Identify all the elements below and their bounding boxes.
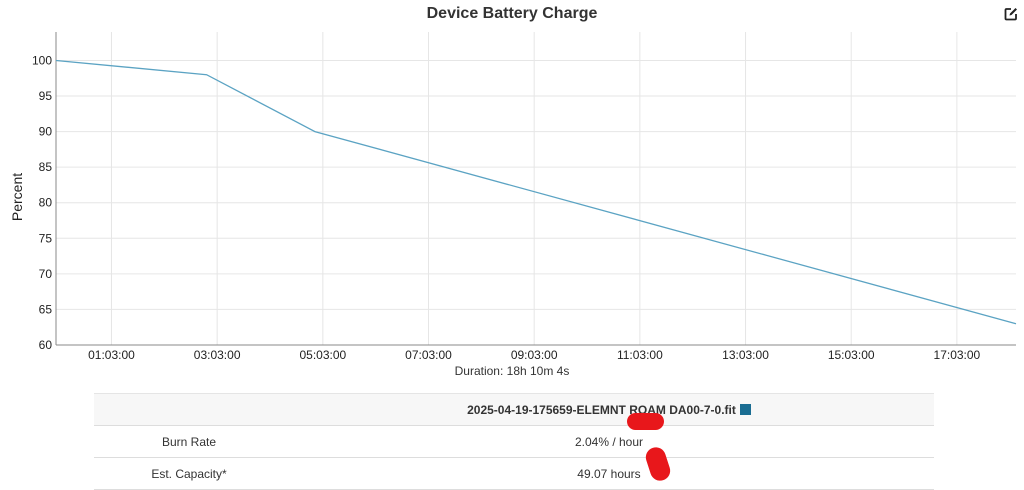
x-tick-label: 15:03:00 <box>828 348 875 362</box>
x-tick-label: 01:03:00 <box>88 348 135 362</box>
summary-table: 2025-04-19-175659-ELEMNT ROAM DA00-7-0.f… <box>94 393 934 490</box>
burn-rate-label: Burn Rate <box>94 425 284 458</box>
x-tick-label: 13:03:00 <box>722 348 769 362</box>
y-axis-ticks: 60 65 70 75 80 85 90 95 100 <box>32 53 52 352</box>
summary-row-capacity: Est. Capacity* 49.07 hours <box>94 457 934 490</box>
y-tick-label: 85 <box>39 160 53 174</box>
x-tick-label: 11:03:00 <box>617 348 663 362</box>
burn-rate-value: 2.04% / hour <box>284 425 934 458</box>
y-axis-title: Percent <box>9 173 25 221</box>
x-tick-label: 05:03:00 <box>299 348 346 362</box>
battery-series-line <box>55 59 1017 325</box>
capacity-value: 49.07 hours <box>284 457 934 490</box>
y-tick-label: 70 <box>39 267 53 281</box>
redaction-mark-1 <box>627 413 664 430</box>
y-tick-label: 65 <box>39 302 53 316</box>
series-color-swatch <box>739 403 751 415</box>
duration-label: Duration: 18h 10m 4s <box>455 364 570 378</box>
x-tick-label: 07:03:00 <box>405 348 452 362</box>
summary-header-empty <box>94 393 284 426</box>
y-tick-label: 100 <box>32 53 52 67</box>
y-tick-label: 95 <box>39 89 53 103</box>
y-tick-label: 80 <box>39 196 53 210</box>
chart-series <box>55 59 1017 325</box>
x-tick-label: 03:03:00 <box>194 348 241 362</box>
x-axis-ticks: 01:03:00 03:03:00 05:03:00 07:03:00 09:03:00… <box>88 348 980 362</box>
edit-icon[interactable] <box>1004 7 1018 21</box>
x-tick-label: 09:03:00 <box>511 348 558 362</box>
y-tick-label: 90 <box>39 125 53 139</box>
summary-row-burn-rate: Burn Rate 2.04% / hour <box>94 425 934 458</box>
y-tick-label: 60 <box>39 338 53 352</box>
file-name: 2025-04-19-175659-ELEMNT ROAM DA00-7-0.f… <box>467 402 736 417</box>
summary-header-file: 2025-04-19-175659-ELEMNT ROAM DA00-7-0.f… <box>284 393 934 426</box>
capacity-label: Est. Capacity* <box>94 457 284 490</box>
y-tick-label: 75 <box>39 231 53 245</box>
x-tick-label: 17:03:00 <box>934 348 981 362</box>
chart-grid <box>56 32 1016 346</box>
battery-chart: 60 65 70 75 80 85 90 95 100 01:03:00 03:03:00 05:0… <box>9 32 1017 378</box>
chart-axes <box>55 32 1016 346</box>
chart-title: Device Battery Charge <box>426 5 598 22</box>
summary-header-row: 2025-04-19-175659-ELEMNT ROAM DA00-7-0.f… <box>94 393 934 426</box>
